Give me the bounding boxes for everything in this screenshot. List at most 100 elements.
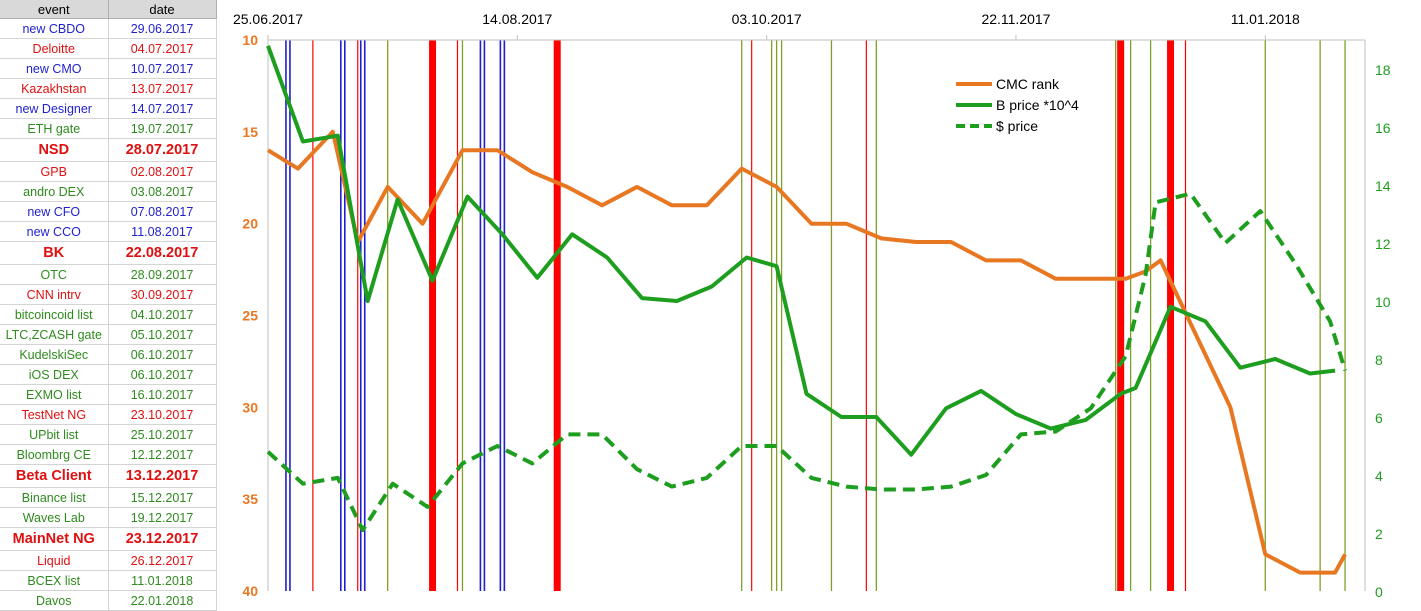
event-cell: Bloombrg CE [0, 444, 109, 465]
right-tick-label: 16 [1375, 120, 1391, 136]
table-row: new CCO 11.08.2017 [0, 221, 217, 242]
event-cell: BK [0, 241, 109, 265]
date-cell: 02.08.2017 [108, 161, 217, 182]
date-cell: 13.12.2017 [108, 464, 217, 488]
event-cell: GPB [0, 161, 109, 182]
x-tick-label: 22.11.2017 [981, 11, 1050, 27]
table-row: Waves Lab 19.12.2017 [0, 507, 217, 528]
event-cell: BCEX list [0, 570, 109, 591]
left-tick-label: 25 [242, 308, 258, 324]
legend-label: CMC rank [996, 76, 1060, 92]
event-cell: iOS DEX [0, 364, 109, 385]
header-event: event [0, 0, 109, 19]
series-line [266, 45, 1336, 457]
event-cell: bitcoincoid list [0, 304, 109, 325]
event-cell: NSD [0, 138, 109, 162]
table-row: NSD 28.07.2017 [0, 138, 217, 162]
table-row: bitcoincoid list 04.10.2017 [0, 304, 217, 325]
event-cell: TestNet NG [0, 404, 109, 425]
event-cell: UPbit list [0, 424, 109, 445]
event-cell: KudelskiSec [0, 344, 109, 365]
axes [267, 39, 1366, 591]
event-cell: Deloitte [0, 38, 109, 59]
table-row: Beta Client 13.12.2017 [0, 464, 217, 488]
table-row: CNN intrv 30.09.2017 [0, 284, 217, 305]
table-row: new Designer 14.07.2017 [0, 98, 217, 119]
table-row: ETH gate 19.07.2017 [0, 118, 217, 139]
event-cell: Binance list [0, 487, 109, 508]
date-cell: 23.10.2017 [108, 404, 217, 425]
event-cell: new CMO [0, 58, 109, 79]
table-row: EXMO list 16.10.2017 [0, 384, 217, 405]
date-cell: 10.07.2017 [108, 58, 217, 79]
left-tick-label: 40 [242, 583, 258, 599]
left-tick-label: 15 [242, 124, 258, 140]
event-table: event date new CBDO 29.06.2017 Deloitte 04.… [0, 0, 217, 611]
date-cell: 11.01.2018 [108, 570, 217, 591]
table-row: Davos 22.01.2018 [0, 590, 217, 611]
date-cell: 22.08.2017 [108, 241, 217, 265]
table-row: new CBDO 29.06.2017 [0, 18, 217, 39]
date-cell: 23.12.2017 [108, 527, 217, 551]
table-header-row: event date [0, 0, 217, 19]
table-row: Deloitte 04.07.2017 [0, 38, 217, 59]
date-cell: 04.07.2017 [108, 38, 217, 59]
date-cell: 28.07.2017 [108, 138, 217, 162]
right-tick-label: 12 [1375, 236, 1391, 252]
event-cell: Waves Lab [0, 507, 109, 528]
right-tick-label: 10 [1375, 294, 1391, 310]
event-cell: ETH gate [0, 118, 109, 139]
legend-label: B price *10^4 [996, 97, 1079, 113]
right-tick-label: 14 [1375, 178, 1391, 194]
table-row: Bloombrg CE 12.12.2017 [0, 444, 217, 465]
series-line [266, 191, 1348, 533]
date-cell: 04.10.2017 [108, 304, 217, 325]
event-cell: OTC [0, 264, 109, 285]
date-cell: 22.01.2018 [108, 590, 217, 611]
event-cell: CNN intrv [0, 284, 109, 305]
x-tick-label: 14.08.2017 [482, 11, 552, 27]
event-lines [285, 40, 1346, 591]
table-row: Binance list 15.12.2017 [0, 487, 217, 508]
event-cell: Davos [0, 590, 109, 611]
legend: CMC rank B price *10^4 $ price [956, 76, 1079, 134]
event-cell: new Designer [0, 98, 109, 119]
table-row: BK 22.08.2017 [0, 241, 217, 265]
event-cell: LTC,ZCASH gate [0, 324, 109, 345]
left-tick-label: 20 [242, 216, 258, 232]
table-row: MainNet NG 23.12.2017 [0, 527, 217, 551]
table-row: new CFO 07.08.2017 [0, 201, 217, 222]
ticks-layer: 10 15 20 25 30 35 40 0 2 4 6 8 10 12 14 16 18 25.06.2017 1… [233, 11, 1391, 600]
table-row: KudelskiSec 06.10.2017 [0, 344, 217, 365]
header-date: date [108, 0, 217, 19]
date-cell: 28.09.2017 [108, 264, 217, 285]
date-cell: 11.08.2017 [108, 221, 217, 242]
date-cell: 30.09.2017 [108, 284, 217, 305]
event-cell: Beta Client [0, 464, 109, 488]
date-cell: 29.06.2017 [108, 18, 217, 39]
right-tick-label: 2 [1375, 526, 1383, 542]
table-row: UPbit list 25.10.2017 [0, 424, 217, 445]
date-cell: 05.10.2017 [108, 324, 217, 345]
left-tick-label: 35 [242, 491, 258, 507]
x-tick-label: 03.10.2017 [732, 11, 802, 27]
date-cell: 07.08.2017 [108, 201, 217, 222]
event-cell: Liquid [0, 550, 109, 571]
date-cell: 14.07.2017 [108, 98, 217, 119]
x-tick-label: 25.06.2017 [233, 11, 303, 27]
event-cell: new CBDO [0, 18, 109, 39]
legend-label: $ price [996, 118, 1038, 134]
right-tick-label: 8 [1375, 352, 1383, 368]
date-cell: 26.12.2017 [108, 550, 217, 571]
table-row: new CMO 10.07.2017 [0, 58, 217, 79]
series-line [266, 129, 1347, 575]
right-tick-label: 6 [1375, 410, 1383, 426]
table-row: BCEX list 11.01.2018 [0, 570, 217, 591]
table-row: LTC,ZCASH gate 05.10.2017 [0, 324, 217, 345]
event-cell: new CFO [0, 201, 109, 222]
date-cell: 16.10.2017 [108, 384, 217, 405]
event-cell: new CCO [0, 221, 109, 242]
right-tick-label: 0 [1375, 584, 1383, 600]
date-cell: 03.08.2017 [108, 181, 217, 202]
right-tick-label: 18 [1375, 62, 1391, 78]
